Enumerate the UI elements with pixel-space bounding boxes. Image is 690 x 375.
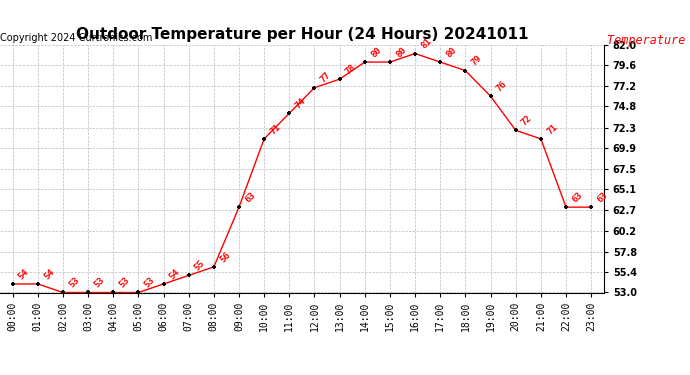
- Point: [233, 204, 244, 210]
- Point: [410, 51, 421, 57]
- Point: [485, 93, 496, 99]
- Text: 77: 77: [319, 71, 333, 85]
- Text: 54: 54: [168, 267, 181, 281]
- Text: 53: 53: [117, 276, 131, 290]
- Text: 80: 80: [369, 45, 383, 59]
- Point: [158, 281, 169, 287]
- Point: [460, 68, 471, 74]
- Text: 79: 79: [470, 54, 484, 68]
- Text: 81: 81: [420, 37, 433, 51]
- Text: 76: 76: [495, 80, 509, 93]
- Text: 80: 80: [394, 45, 408, 59]
- Text: 53: 53: [67, 276, 81, 290]
- Text: 71: 71: [545, 122, 559, 136]
- Title: Outdoor Temperature per Hour (24 Hours) 20241011: Outdoor Temperature per Hour (24 Hours) …: [76, 27, 528, 42]
- Point: [535, 136, 546, 142]
- Point: [359, 59, 371, 65]
- Point: [384, 59, 395, 65]
- Point: [183, 272, 194, 278]
- Text: 72: 72: [520, 114, 534, 128]
- Point: [32, 281, 43, 287]
- Point: [284, 110, 295, 116]
- Text: Temperature (°F): Temperature (°F): [607, 34, 690, 47]
- Text: 63: 63: [570, 190, 584, 204]
- Point: [560, 204, 571, 210]
- Text: Copyright 2024 Curtronics.com: Copyright 2024 Curtronics.com: [0, 33, 152, 42]
- Text: 80: 80: [444, 45, 458, 59]
- Point: [334, 76, 345, 82]
- Text: 71: 71: [268, 122, 282, 136]
- Point: [108, 290, 119, 296]
- Point: [309, 85, 320, 91]
- Point: [435, 59, 446, 65]
- Point: [57, 290, 68, 296]
- Text: 78: 78: [344, 62, 357, 76]
- Text: 53: 53: [143, 276, 157, 290]
- Point: [208, 264, 219, 270]
- Point: [83, 290, 94, 296]
- Text: 54: 54: [42, 267, 56, 281]
- Text: 53: 53: [92, 276, 106, 290]
- Point: [510, 128, 521, 134]
- Text: 63: 63: [243, 190, 257, 204]
- Point: [7, 281, 18, 287]
- Point: [586, 204, 597, 210]
- Text: 63: 63: [595, 190, 609, 204]
- Text: 74: 74: [293, 96, 308, 111]
- Point: [259, 136, 270, 142]
- Point: [133, 290, 144, 296]
- Text: 54: 54: [17, 267, 31, 281]
- Text: 55: 55: [193, 259, 207, 273]
- Text: 56: 56: [218, 250, 232, 264]
